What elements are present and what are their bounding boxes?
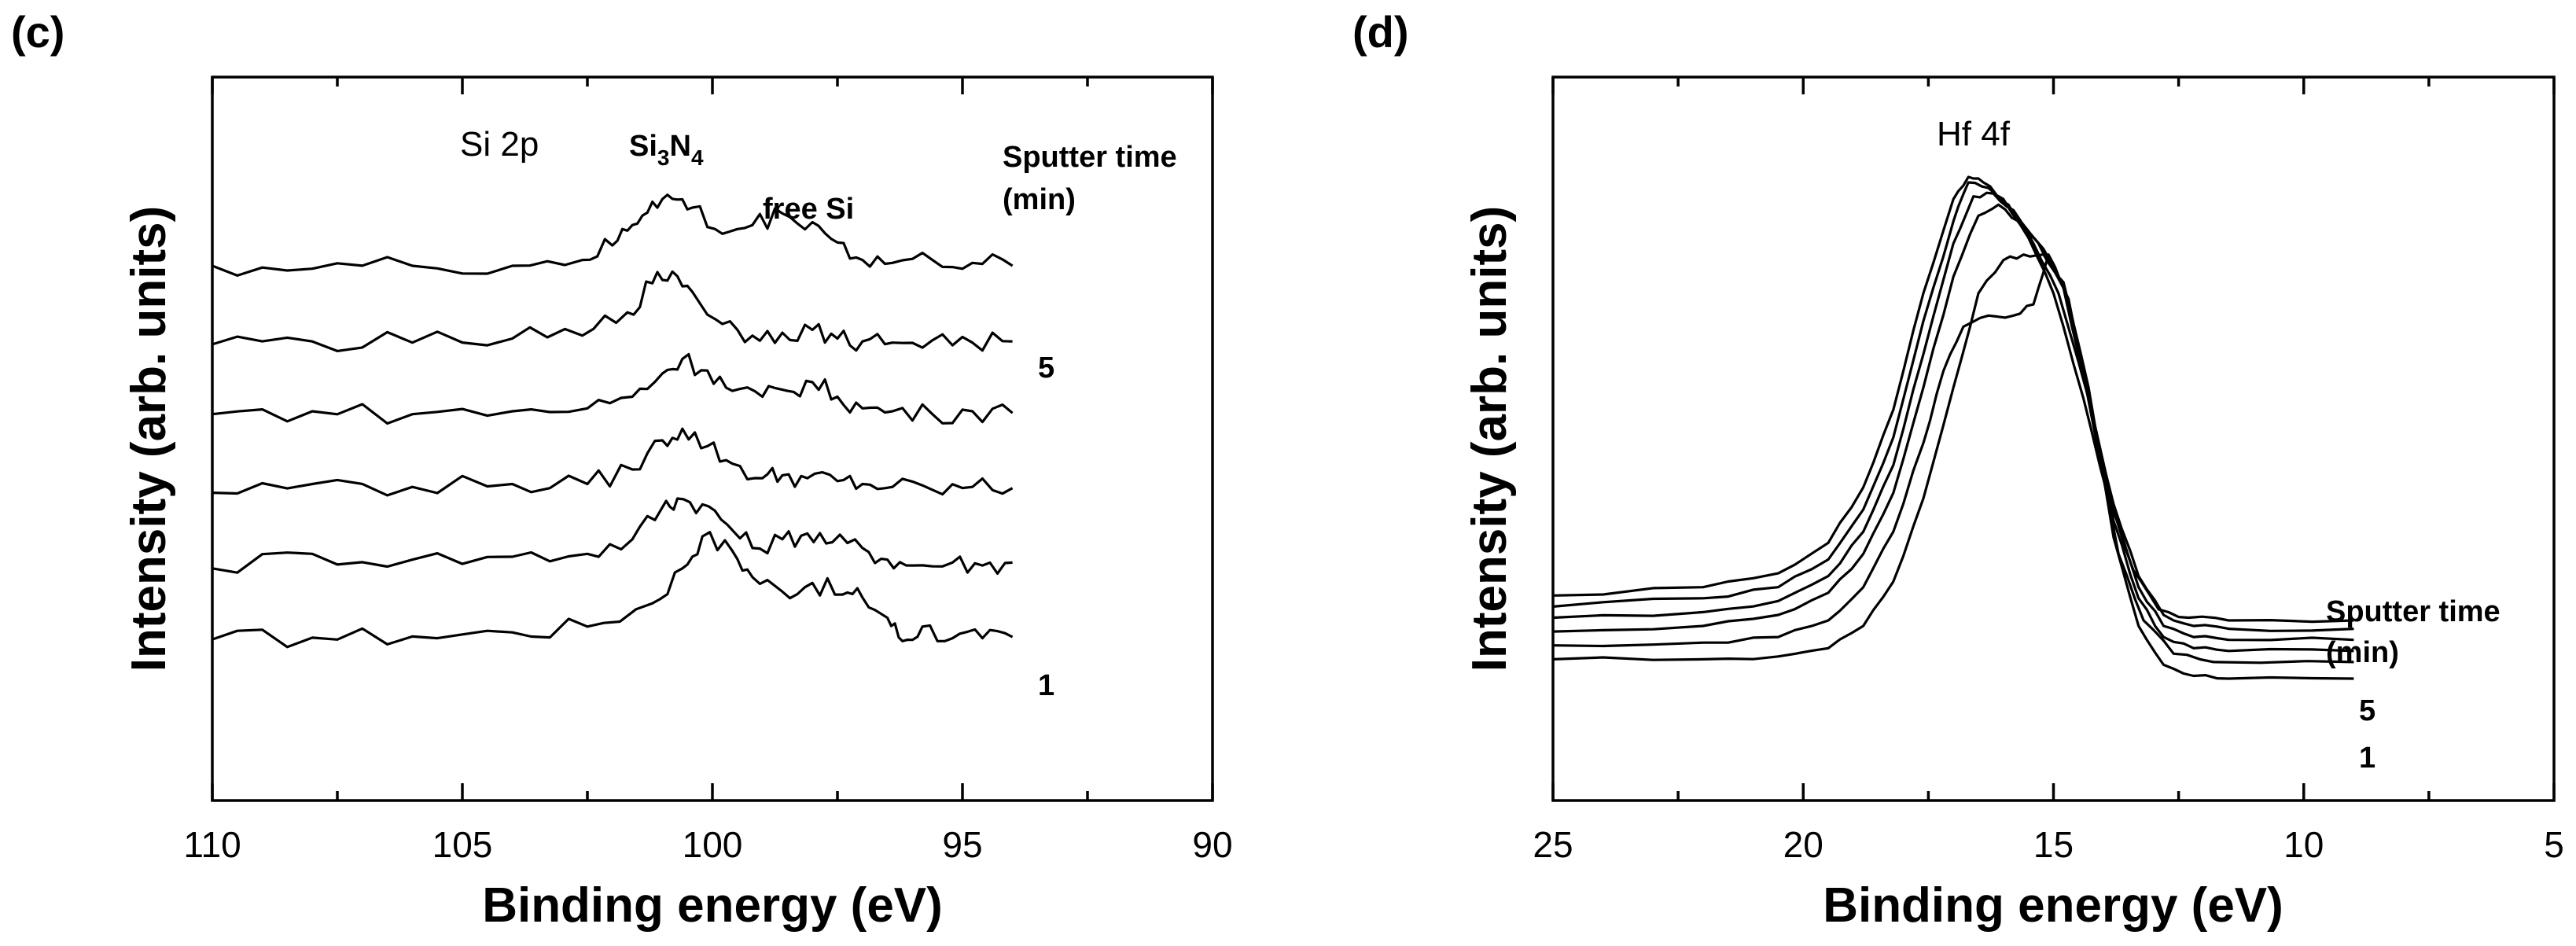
y-axis-title-d: Intensity (arb. units): [1463, 206, 1517, 672]
si3n4-sub3: 3: [657, 145, 670, 170]
si3n4-label: Si3N4: [629, 130, 704, 170]
panel-label-d: (d): [1352, 7, 1409, 57]
x-tick-label-c: 100: [683, 824, 743, 865]
si3n4-sub4: 4: [691, 145, 704, 170]
traces-d: [1552, 175, 2354, 680]
title-hf4f: Hf 4f: [1937, 115, 2011, 153]
x-tick-label-d: 10: [2283, 824, 2324, 865]
sputter-min-label-c: (min): [1003, 183, 1076, 216]
panel-d: (d) 25 20 15 10 5 Intensity (arb. units) Bin…: [1352, 7, 2564, 933]
x-tick-label-c: 95: [942, 824, 982, 865]
sputter-min-label-d: (min): [2326, 636, 2399, 669]
x-tick-label-d: 20: [1783, 824, 1823, 865]
series-c-4: [212, 352, 1014, 425]
x-tick-label-c: 90: [1192, 824, 1232, 865]
plot-frame-d: [1551, 75, 2556, 802]
x-tick-label-d: 5: [2544, 824, 2564, 865]
series-d-2: [1552, 253, 2354, 664]
x-tick-label-d: 15: [2033, 824, 2074, 865]
series-c-6: [212, 193, 1014, 277]
panel-c: (c) 110 105 100 95 90 Intensity (arb. units)…: [11, 7, 1233, 933]
series-label-5-d: 5: [2359, 694, 2375, 727]
series-d-3: [1552, 203, 2354, 653]
panel-label-c: (c): [11, 7, 64, 57]
x-axis-title-c: Binding energy (eV): [482, 878, 943, 933]
series-label-1-d: 1: [2359, 742, 2375, 775]
series-d-4: [1552, 191, 2354, 642]
series-d-1: [1552, 253, 2354, 680]
series-d-5: [1552, 181, 2354, 632]
x-tick-label-c: 110: [183, 824, 241, 865]
series-d-6: [1552, 175, 2354, 624]
si3n4-n: N: [669, 130, 690, 163]
series-c-1: [212, 531, 1014, 649]
si3n4-si: Si: [629, 130, 657, 163]
series-label-5-c: 5: [1038, 352, 1054, 385]
sputter-time-label-d: Sputter time: [2326, 595, 2501, 628]
x-ticks-d: 25 20 15 10 5: [1533, 77, 2564, 865]
y-axis-title-c: Intensity (arb. units): [122, 206, 176, 672]
series-c-3: [212, 427, 1014, 497]
x-axis-title-d: Binding energy (eV): [1823, 878, 2283, 933]
series-c-2: [212, 497, 1013, 575]
series-label-1-c: 1: [1038, 669, 1054, 702]
title-si2p: Si 2p: [460, 125, 539, 164]
free-si-label: free Si: [763, 193, 854, 226]
sputter-time-label-c: Sputter time: [1003, 141, 1177, 174]
x-ticks-c: 110 105 100 95 90: [183, 77, 1233, 865]
series-c-5: [212, 270, 1013, 352]
traces-c: [212, 193, 1014, 649]
x-tick-label-d: 25: [1533, 824, 1573, 865]
x-tick-label-c: 105: [432, 824, 493, 865]
